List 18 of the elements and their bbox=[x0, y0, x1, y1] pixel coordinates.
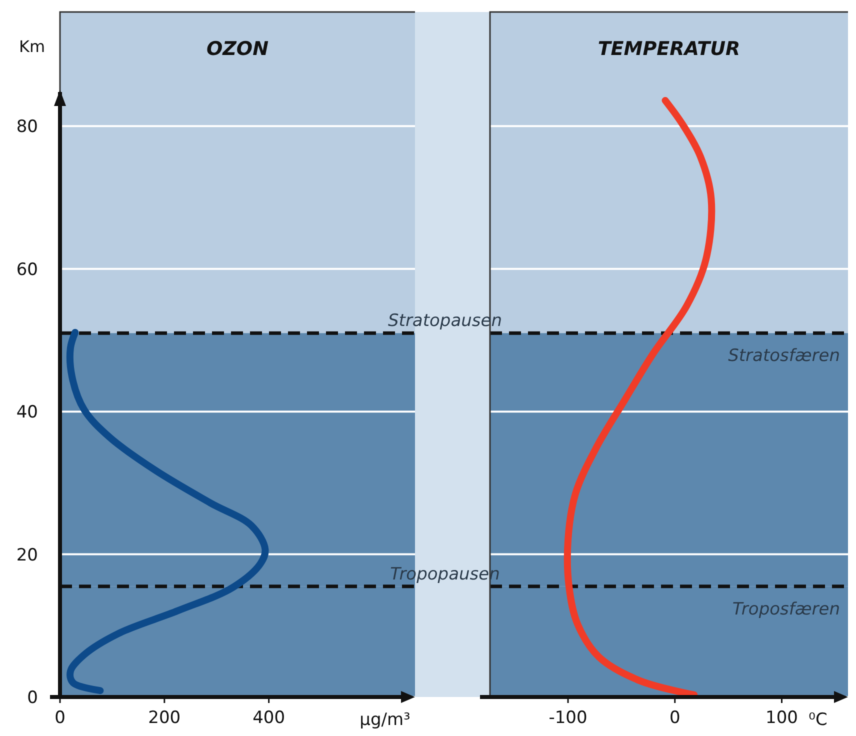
y-tick-label: 60 bbox=[16, 260, 38, 280]
x-tick-label: -100 bbox=[548, 708, 588, 728]
x-tick-label: 0 bbox=[669, 708, 680, 728]
band-label: Stratosfæren bbox=[728, 346, 840, 366]
text: TEMPERATUR bbox=[598, 38, 740, 60]
x-axis-title: ⁰C bbox=[808, 710, 828, 730]
y-axis-title: Km bbox=[18, 37, 46, 56]
band-label: Troposfæren bbox=[732, 599, 840, 620]
x-tick-label: 200 bbox=[148, 708, 181, 728]
y-tick-label: 40 bbox=[16, 402, 38, 423]
x-tick-label: 0 bbox=[54, 708, 66, 728]
y-tick-label: 0 bbox=[27, 688, 38, 708]
x-tick-label: 400 bbox=[252, 708, 286, 728]
y-tick-label: 20 bbox=[16, 545, 38, 566]
text: OZON bbox=[206, 38, 269, 60]
x-axis-title: µg/m³ bbox=[360, 710, 410, 730]
y-tick-label: 80 bbox=[16, 117, 38, 138]
x-tick-label: 100 bbox=[766, 708, 798, 728]
